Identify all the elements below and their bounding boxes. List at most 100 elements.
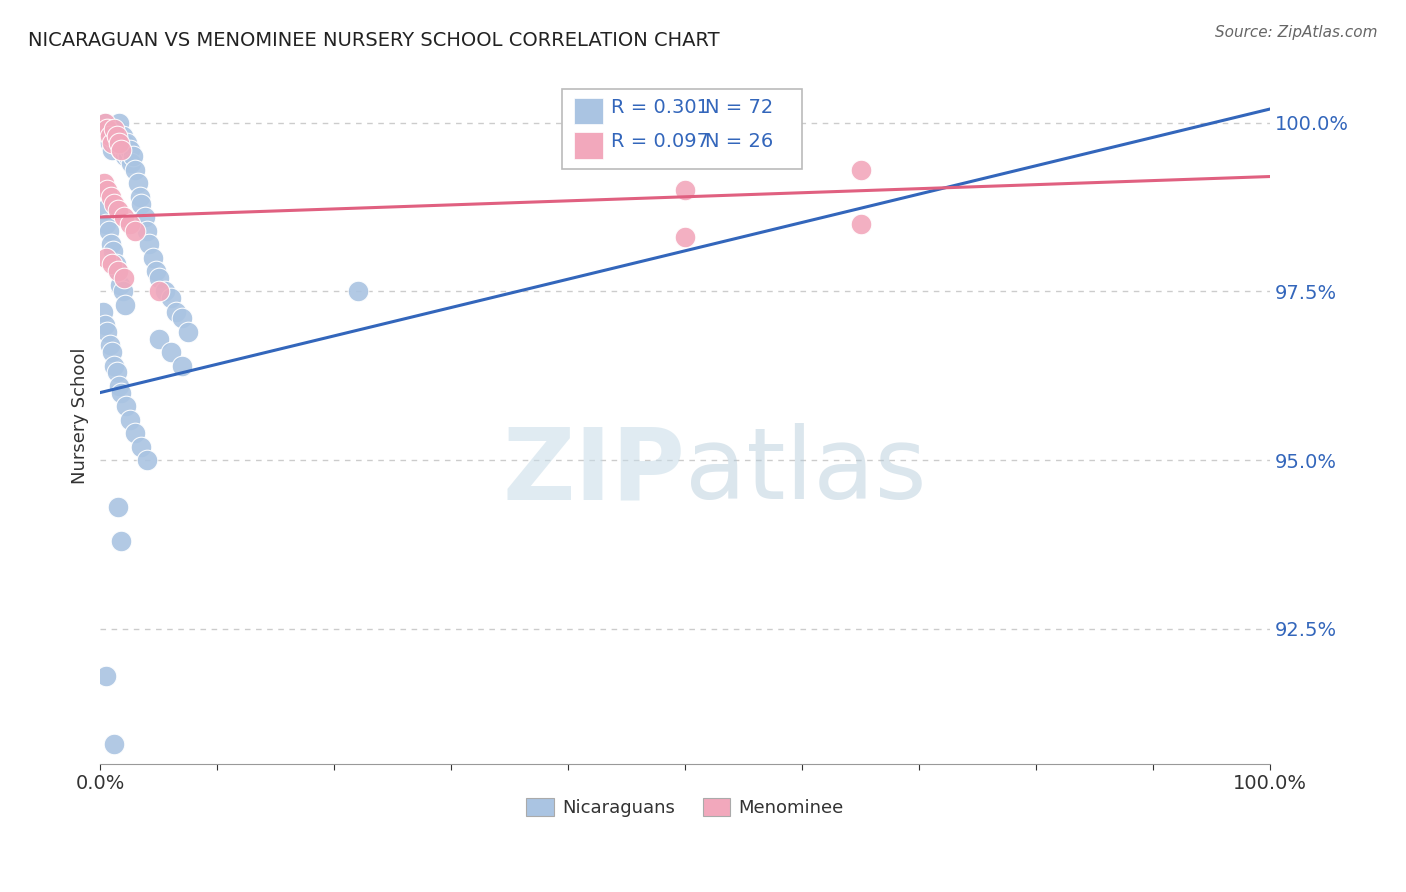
Point (96, 122, 118, 136)
Point (94, 115, 117, 129)
Point (108, 115, 131, 129)
Point (114, 149, 136, 163)
Text: NICARAGUAN VS MENOMINEE NURSERY SCHOOL CORRELATION CHART: NICARAGUAN VS MENOMINEE NURSERY SCHOOL C… (28, 31, 720, 50)
Point (122, 149, 145, 163)
Point (177, 325, 200, 339)
Point (114, 298, 136, 312)
Point (159, 345, 181, 359)
Point (107, 128, 129, 143)
Point (110, 143, 132, 157)
Point (94, 318, 117, 332)
Point (104, 136, 127, 150)
Point (98, 136, 121, 150)
Legend: Nicaraguans, Menominee: Nicaraguans, Menominee (519, 790, 851, 824)
Point (91, 304, 114, 318)
Point (346, 285, 368, 299)
FancyBboxPatch shape (574, 98, 603, 124)
Point (136, 223, 159, 237)
Point (101, 345, 124, 359)
Point (91, 122, 114, 136)
Point (110, 136, 132, 150)
Point (148, 270, 170, 285)
Point (103, 737, 125, 751)
Point (153, 285, 176, 299)
Point (112, 210, 135, 224)
Point (112, 270, 135, 285)
Point (98, 128, 121, 143)
Point (124, 223, 146, 237)
Point (96, 669, 118, 683)
Point (129, 190, 152, 204)
Point (136, 453, 159, 467)
Text: N = 72: N = 72 (704, 98, 773, 117)
Point (100, 237, 122, 252)
Point (96, 128, 118, 143)
Point (96, 217, 118, 231)
FancyBboxPatch shape (574, 133, 603, 159)
Point (93, 176, 115, 190)
Point (115, 143, 138, 157)
Point (111, 285, 134, 299)
Point (134, 210, 156, 224)
Point (103, 122, 125, 136)
Point (110, 143, 132, 157)
Point (105, 365, 128, 379)
Point (104, 257, 127, 271)
Point (93, 122, 115, 136)
Point (159, 291, 181, 305)
Point (118, 217, 141, 231)
Point (118, 143, 141, 157)
Y-axis label: Nursery School: Nursery School (72, 348, 89, 484)
Point (97, 223, 120, 237)
Point (96, 122, 118, 136)
Point (103, 359, 125, 373)
Point (172, 311, 194, 326)
Point (103, 122, 125, 136)
Point (101, 257, 124, 271)
Point (105, 122, 128, 136)
Point (100, 190, 122, 204)
Point (107, 264, 129, 278)
Text: ZIP: ZIP (502, 424, 685, 520)
FancyBboxPatch shape (562, 89, 801, 169)
Point (124, 425, 146, 440)
Point (117, 136, 139, 150)
Point (145, 264, 167, 278)
Point (165, 304, 187, 318)
Point (107, 264, 129, 278)
Point (96, 183, 118, 197)
Text: R = 0.301: R = 0.301 (612, 98, 710, 117)
Point (94, 115, 117, 129)
Point (111, 128, 134, 143)
Point (138, 237, 160, 252)
Point (108, 379, 131, 393)
Point (115, 399, 138, 413)
Point (96, 325, 118, 339)
Point (849, 162, 872, 177)
Point (101, 136, 124, 150)
Point (108, 136, 131, 150)
Point (148, 285, 170, 299)
Point (129, 440, 152, 454)
Text: N = 26: N = 26 (704, 133, 773, 152)
Point (103, 244, 125, 258)
Point (673, 183, 696, 197)
Point (120, 156, 142, 170)
Point (849, 217, 872, 231)
Point (98, 338, 121, 352)
Text: R = 0.097: R = 0.097 (612, 133, 710, 152)
Point (103, 128, 125, 143)
Point (101, 143, 124, 157)
Point (107, 500, 129, 515)
Point (148, 332, 170, 346)
Point (118, 412, 141, 426)
Point (142, 251, 165, 265)
Point (100, 128, 122, 143)
Point (107, 203, 129, 218)
Point (127, 176, 149, 190)
Point (673, 230, 696, 244)
Point (110, 534, 132, 549)
Point (105, 128, 128, 143)
Point (93, 203, 115, 218)
Text: atlas: atlas (685, 424, 927, 520)
